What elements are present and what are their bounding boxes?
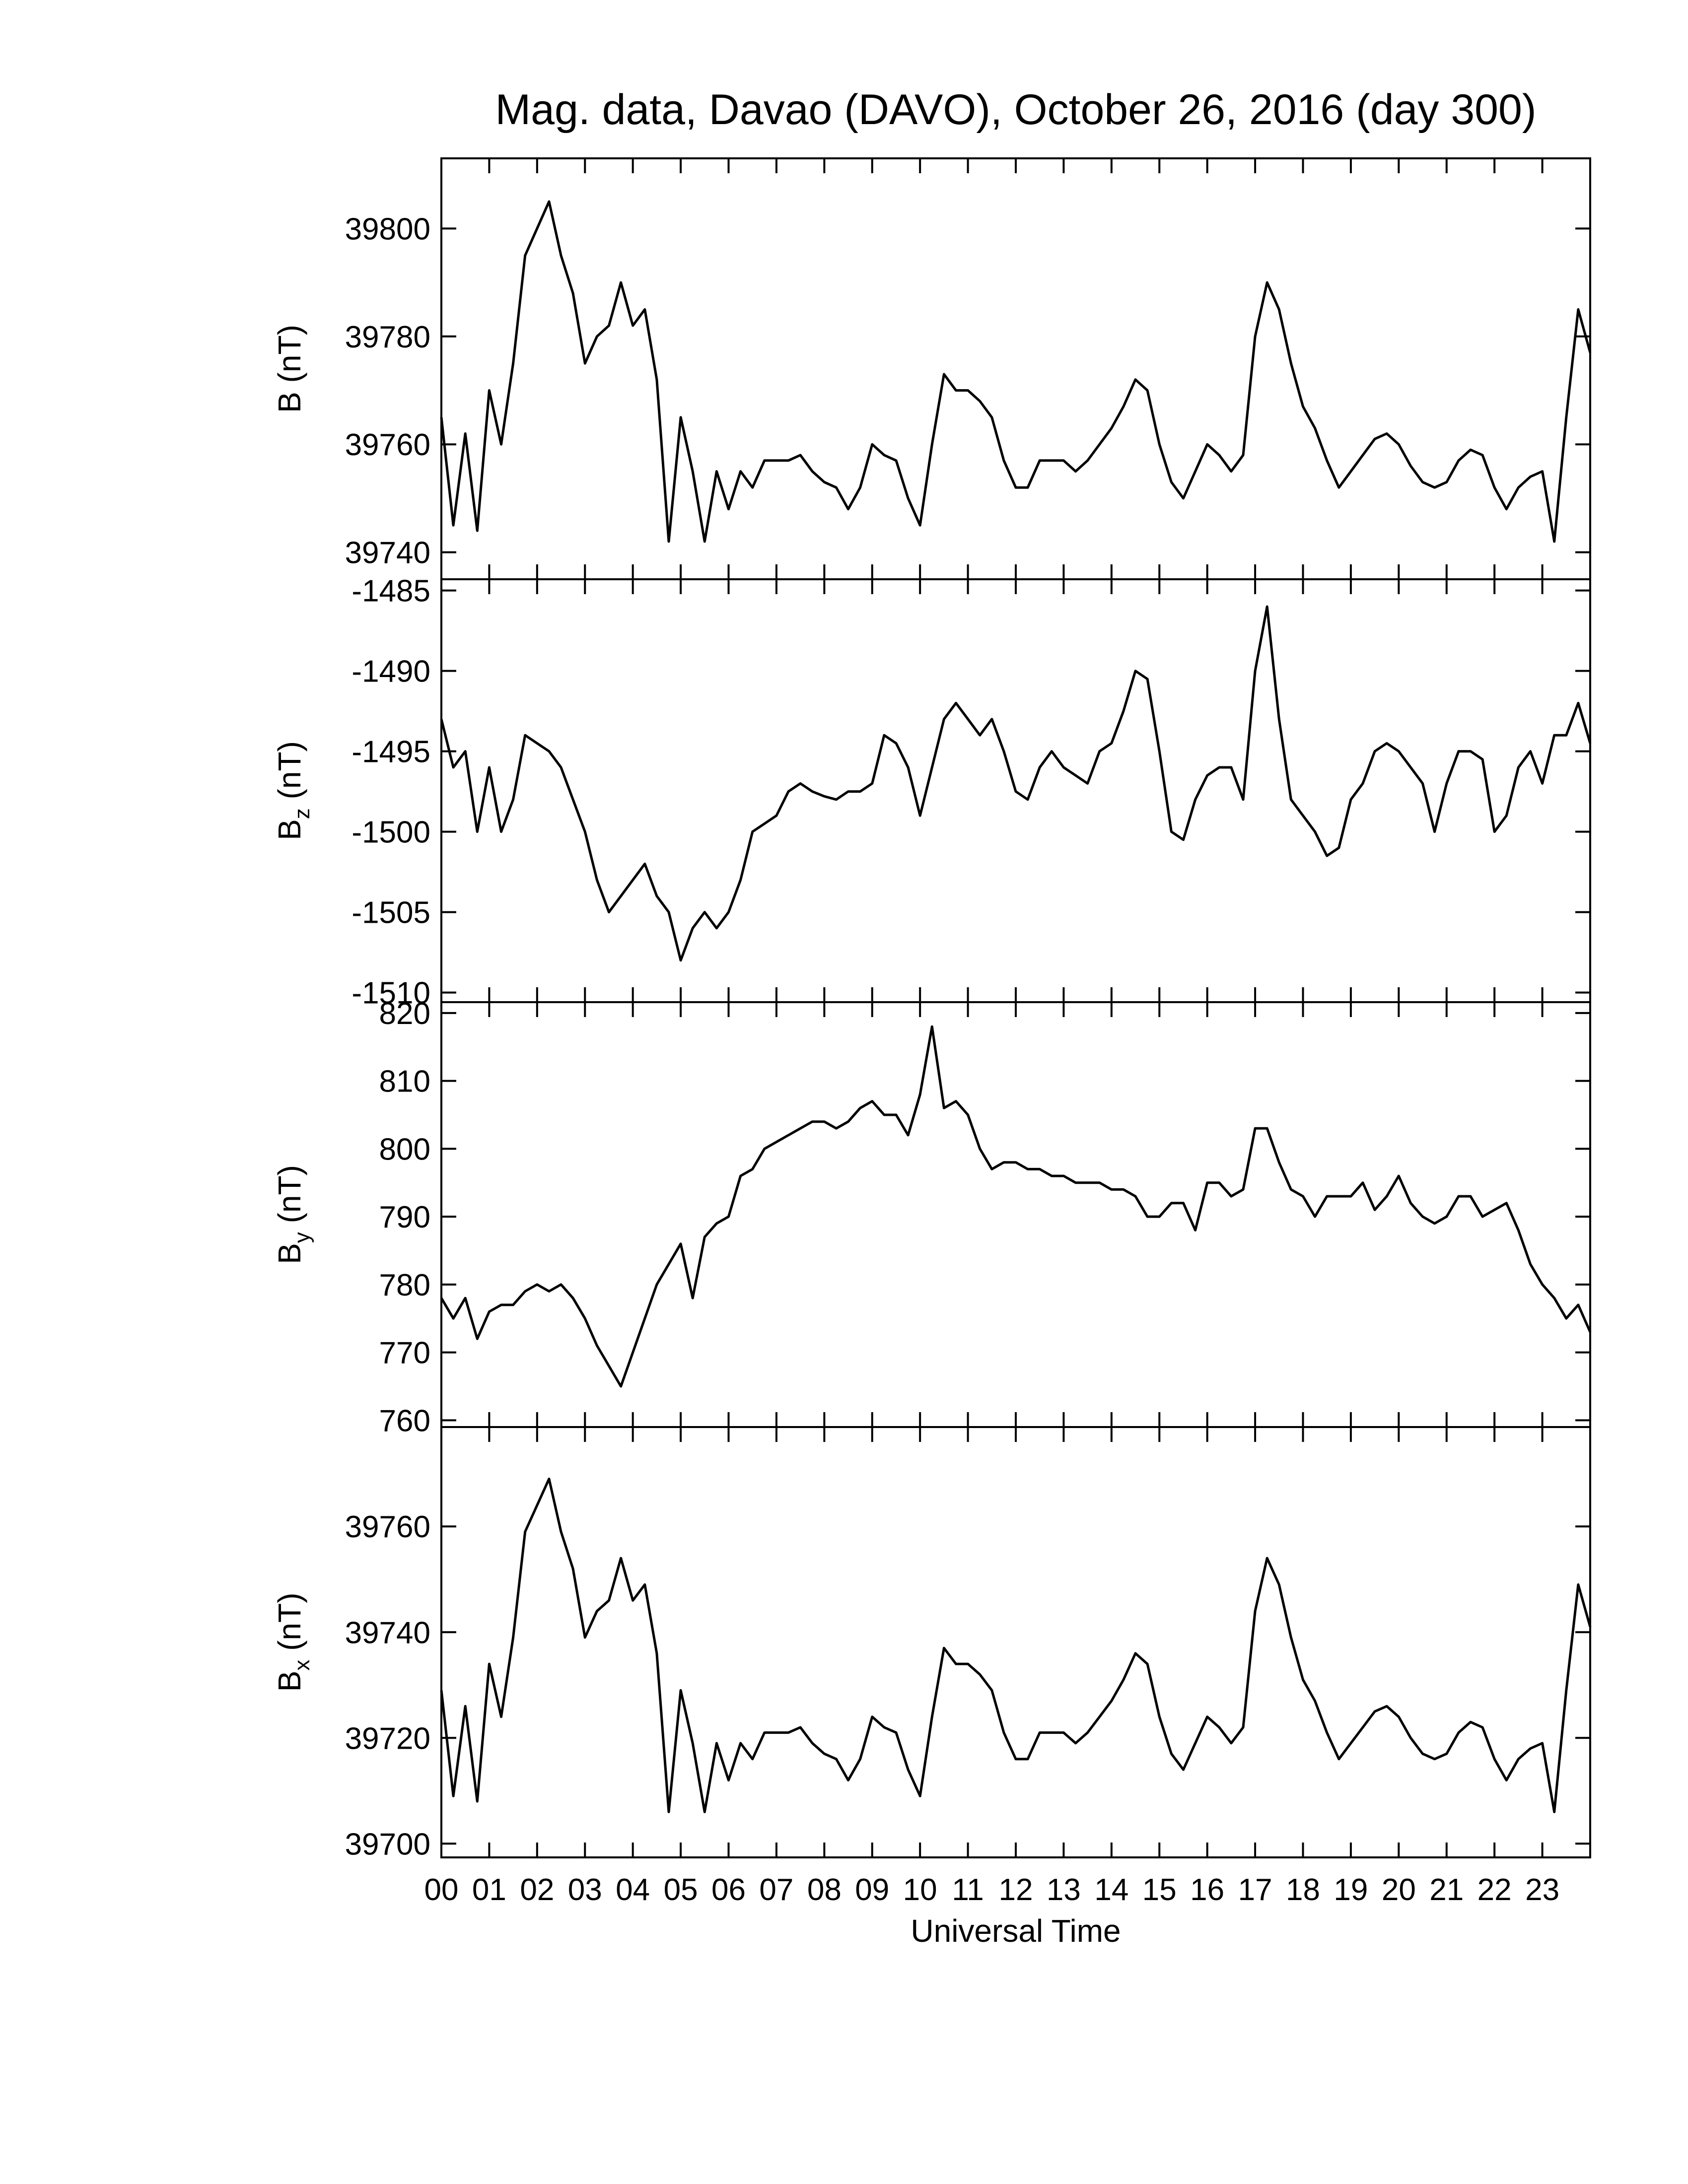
data-line bbox=[440, 1477, 1592, 1813]
y-tick-label: 39760 bbox=[345, 1510, 430, 1544]
y-label-sub: z bbox=[290, 808, 314, 819]
plot-frame bbox=[440, 1426, 1591, 1858]
x-tick-label: 00 bbox=[424, 1873, 459, 1907]
x-tick-label: 05 bbox=[664, 1873, 698, 1907]
y-tick-label: 39760 bbox=[345, 428, 430, 462]
y-tick-label: -1500 bbox=[352, 816, 430, 850]
y-label-main: B bbox=[272, 392, 307, 413]
y-tick-label: -1495 bbox=[352, 735, 430, 769]
plot-frame bbox=[440, 1001, 1591, 1428]
x-tick-label: 01 bbox=[472, 1873, 506, 1907]
y-tick-label: 820 bbox=[379, 997, 430, 1031]
y-label-unit: (nT) bbox=[272, 741, 307, 808]
y-tick-label: 39740 bbox=[345, 536, 430, 570]
x-tick-label: 13 bbox=[1047, 1873, 1081, 1907]
x-tick-label: 12 bbox=[999, 1873, 1033, 1907]
x-tick-label: 21 bbox=[1429, 1873, 1464, 1907]
x-tick-label: 09 bbox=[855, 1873, 889, 1907]
x-tick-label: 16 bbox=[1190, 1873, 1224, 1907]
y-label-sub: x bbox=[290, 1660, 314, 1671]
x-tick-label: 03 bbox=[568, 1873, 602, 1907]
data-line bbox=[440, 605, 1592, 962]
x-tick-label: 10 bbox=[903, 1873, 937, 1907]
y-tick-label: -1505 bbox=[352, 896, 430, 930]
y-tick-label: 39780 bbox=[345, 320, 430, 354]
x-tick-label: 18 bbox=[1286, 1873, 1320, 1907]
y-tick-label: -1510 bbox=[352, 976, 430, 1011]
y-tick-label: 800 bbox=[379, 1132, 430, 1166]
y-tick-label: 760 bbox=[379, 1404, 430, 1438]
plot-frame bbox=[440, 157, 1591, 580]
y-axis-label: Bz (nT) bbox=[272, 741, 314, 840]
x-tick-label: 04 bbox=[616, 1873, 650, 1907]
y-tick-label: 810 bbox=[379, 1065, 430, 1099]
x-tick-label: 08 bbox=[807, 1873, 842, 1907]
y-label-unit: (nT) bbox=[272, 1593, 307, 1660]
x-tick-label: 22 bbox=[1477, 1873, 1512, 1907]
y-tick-label: 39720 bbox=[345, 1721, 430, 1756]
y-tick-label: 780 bbox=[379, 1268, 430, 1302]
y-axis-label: Bx (nT) bbox=[272, 1593, 314, 1692]
y-tick-label: -1485 bbox=[352, 574, 430, 609]
y-tick-label: -1490 bbox=[352, 655, 430, 689]
x-tick-label: 23 bbox=[1525, 1873, 1559, 1907]
x-tick-label: 15 bbox=[1142, 1873, 1177, 1907]
y-axis-label: B (nT) bbox=[272, 325, 307, 413]
y-label-main: B bbox=[272, 1243, 307, 1264]
y-label-main: B bbox=[272, 819, 307, 840]
y-label-unit: (nT) bbox=[272, 325, 307, 392]
y-label-unit: (nT) bbox=[272, 1165, 307, 1232]
y-label-main: B bbox=[272, 1671, 307, 1692]
x-tick-label: 02 bbox=[520, 1873, 554, 1907]
data-line bbox=[440, 1025, 1592, 1388]
x-tick-label: 07 bbox=[759, 1873, 793, 1907]
x-axis-label: Universal Time bbox=[911, 1913, 1121, 1949]
x-tick-label: 20 bbox=[1382, 1873, 1416, 1907]
y-label-sub: y bbox=[290, 1232, 314, 1243]
x-tick-label: 06 bbox=[711, 1873, 746, 1907]
x-tick-label: 14 bbox=[1094, 1873, 1128, 1907]
y-tick-label: 39740 bbox=[345, 1616, 430, 1650]
y-tick-label: 770 bbox=[379, 1336, 430, 1370]
y-tick-label: 790 bbox=[379, 1200, 430, 1234]
data-line bbox=[440, 200, 1592, 543]
y-tick-label: 39700 bbox=[345, 1827, 430, 1861]
y-axis-label: By (nT) bbox=[272, 1165, 314, 1264]
x-tick-label: 19 bbox=[1334, 1873, 1368, 1907]
chart-title: Mag. data, Davao (DAVO), October 26, 201… bbox=[495, 86, 1537, 134]
x-tick-label: 11 bbox=[952, 1873, 984, 1907]
y-tick-label: 39800 bbox=[345, 212, 430, 246]
x-tick-label: 17 bbox=[1238, 1873, 1272, 1907]
